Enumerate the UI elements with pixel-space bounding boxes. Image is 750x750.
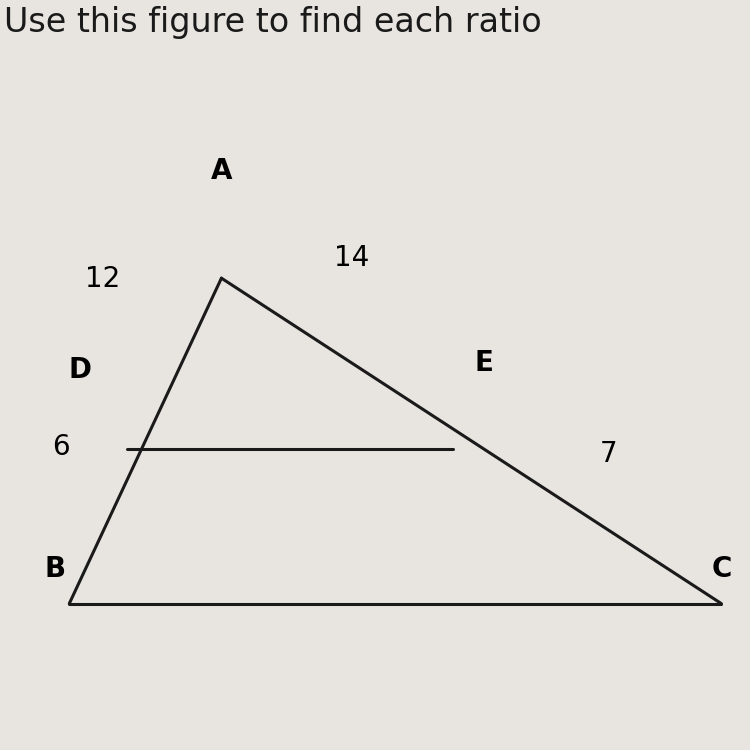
Text: D: D: [68, 356, 91, 384]
Text: 12: 12: [85, 266, 120, 293]
Text: 6: 6: [52, 433, 69, 460]
Text: B: B: [44, 555, 65, 583]
Text: Use this figure to find each ratio: Use this figure to find each ratio: [4, 6, 553, 39]
Text: A: A: [211, 158, 232, 185]
Text: E: E: [475, 349, 494, 377]
Text: 14: 14: [334, 244, 370, 272]
Text: 7: 7: [600, 440, 618, 468]
Text: C: C: [711, 555, 731, 583]
